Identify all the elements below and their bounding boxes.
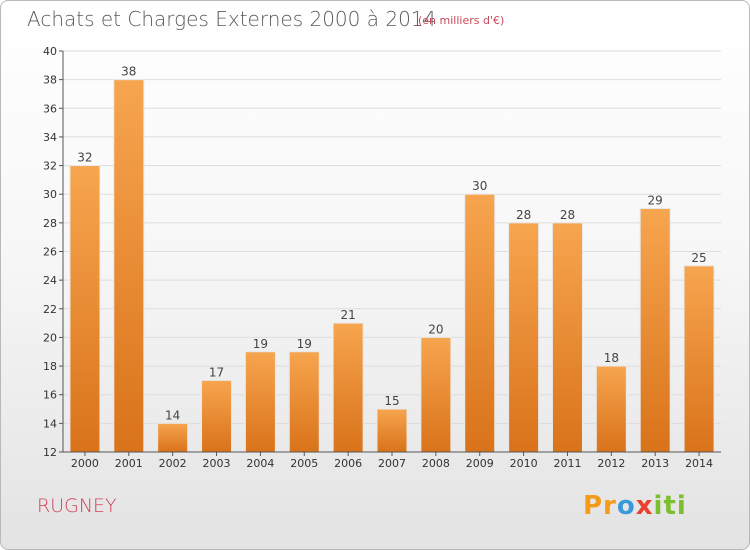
y-tick-label: 40	[43, 45, 57, 58]
chart-subtitle: (en milliers d'€)	[418, 14, 505, 27]
data-label: 25	[691, 251, 706, 265]
y-tick-label: 32	[43, 160, 57, 173]
bar-2009	[464, 193, 496, 453]
axes: 12 14 16 18 20 22 24 26 28 30 32 34 36 38 40 2000 2001 20…	[43, 45, 721, 470]
place-name: RUGNEY	[37, 495, 117, 517]
x-tick-label: 2014	[685, 457, 713, 470]
bar-2013	[639, 208, 671, 453]
bar-2014	[683, 265, 715, 453]
x-tick-label: 2003	[203, 457, 231, 470]
data-labels: 32 38 14 17 19 19 21 15 20 30 28 28 18 29 25	[77, 65, 706, 423]
data-label: 28	[516, 208, 531, 222]
y-tick-label: 22	[43, 303, 57, 316]
x-tick-label: 2001	[115, 457, 143, 470]
x-tick-label: 2012	[597, 457, 625, 470]
x-tick-label: 2000	[71, 457, 99, 470]
y-tick-label: 36	[43, 102, 57, 115]
data-label: 32	[77, 151, 92, 165]
bar-2006	[332, 322, 364, 453]
bar-2004	[244, 351, 276, 453]
x-tick-label: 2010	[510, 457, 538, 470]
bar-2007	[376, 408, 408, 453]
data-label: 29	[648, 194, 663, 208]
bar-2010	[508, 222, 540, 453]
data-label: 38	[121, 65, 136, 79]
y-tick-label: 16	[43, 389, 57, 402]
y-tick-label: 20	[43, 331, 57, 344]
data-label: 30	[472, 179, 487, 193]
bar-2002	[157, 422, 189, 453]
x-tick-label: 2008	[422, 457, 450, 470]
y-tick-label: 18	[43, 360, 57, 373]
y-tick-label: 14	[43, 417, 57, 430]
bar-2000	[69, 165, 101, 453]
x-tick-label: 2004	[246, 457, 274, 470]
proxiti-logo[interactable]: Proxiti	[583, 491, 687, 521]
data-label: 14	[165, 408, 180, 422]
x-tick-label: 2005	[290, 457, 318, 470]
bar-2005	[288, 351, 320, 453]
x-tick-label: 2007	[378, 457, 406, 470]
x-tick-label: 2011	[553, 457, 581, 470]
y-tick-label: 38	[43, 74, 57, 87]
bars	[69, 79, 715, 453]
data-label: 21	[340, 308, 355, 322]
x-tick-label: 2013	[641, 457, 669, 470]
chart-title: Achats et Charges Externes 2000 à 2014	[27, 7, 437, 31]
bar-2011	[551, 222, 583, 453]
y-tick-label: 24	[43, 274, 57, 287]
y-tick-label: 34	[43, 131, 57, 144]
data-label: 28	[560, 208, 575, 222]
y-tick-label: 26	[43, 246, 57, 259]
data-label: 20	[428, 322, 443, 336]
data-label: 19	[253, 337, 268, 351]
y-tick-label: 12	[43, 446, 57, 459]
x-tick-label: 2006	[334, 457, 362, 470]
bar-2012	[595, 365, 627, 453]
bar-2008	[420, 336, 452, 453]
bar-2003	[201, 379, 233, 453]
data-label: 18	[604, 351, 619, 365]
data-label: 19	[297, 337, 312, 351]
x-tick-label: 2002	[159, 457, 187, 470]
data-label: 17	[209, 365, 224, 379]
data-label: 15	[384, 394, 399, 408]
y-tick-label: 30	[43, 188, 57, 201]
y-tick-label: 28	[43, 217, 57, 230]
x-tick-label: 2009	[466, 457, 494, 470]
bar-2001	[113, 79, 145, 453]
